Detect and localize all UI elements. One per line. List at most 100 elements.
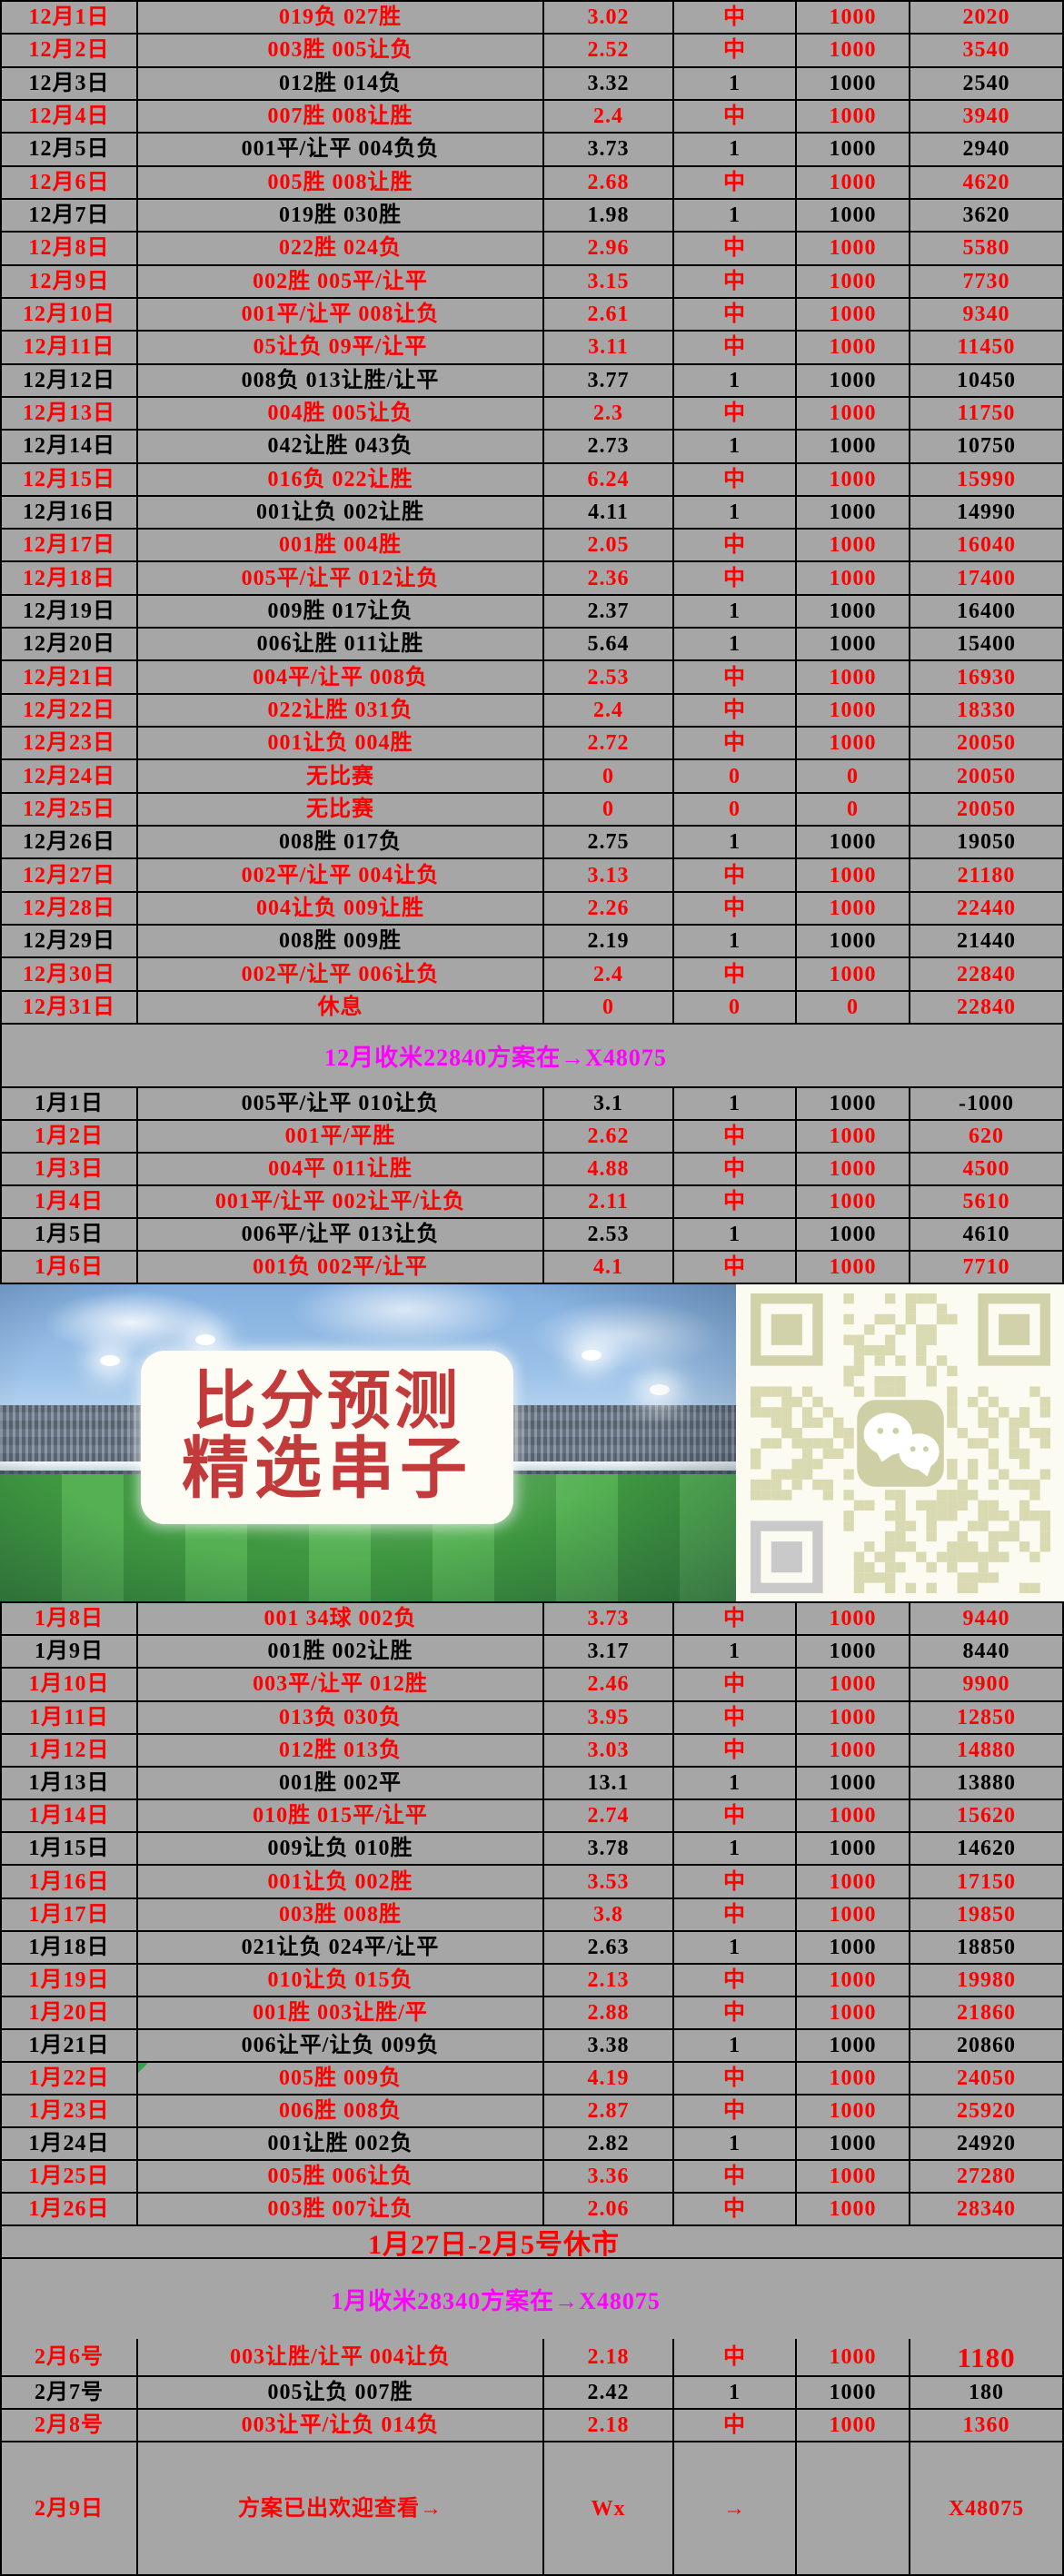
cell-odds: 0 [544, 991, 674, 1023]
cell-profit: 10450 [957, 368, 1016, 392]
cell-result: 1 [674, 1767, 797, 1799]
cell-picks: 009胜 017让负 [138, 595, 544, 628]
cell-stake: 1000 [797, 1965, 910, 1996]
cell-date: 1月24日 [2, 2128, 138, 2159]
table-row: 12月20日 006让胜 011让胜 5.64 1 1000 15400 [2, 629, 1062, 662]
cell-picks: 006让平/让负 009负 [138, 2030, 544, 2061]
cell-date: 1月14日 [2, 1800, 138, 1832]
cell-odds: 2.87 [544, 2095, 674, 2126]
cell-result: 中 [674, 233, 797, 264]
cell-profit: 16400 [957, 599, 1016, 623]
cell-date: 12月11日 [2, 332, 138, 363]
cell-profit: 20050 [957, 731, 1016, 756]
cell-picks: 001平/让平 004负负 [138, 134, 544, 165]
cell-odds: 2.11 [544, 1186, 674, 1217]
cell-picks: 003让平/让负 014负 [138, 2410, 544, 2441]
cell-picks: 004让负 009让胜 [138, 892, 544, 925]
cell-result: 1 [674, 199, 797, 232]
cell-picks: 005胜 009负 [138, 2063, 544, 2094]
cell-profit: 22840 [957, 962, 1016, 986]
cell-result: 中 [674, 166, 797, 198]
cell-profit: 16930 [957, 665, 1016, 689]
cell-odds: 2.42 [544, 2377, 674, 2408]
cell-profit: 16040 [957, 533, 1016, 558]
cell-date: 12月1日 [2, 2, 138, 34]
cell-date: 1月19日 [2, 1965, 138, 1996]
cell-picks: 012胜 014负 [138, 67, 544, 99]
cell-stake: 1000 [797, 2030, 910, 2061]
cell-profit: 15990 [957, 467, 1016, 491]
cell-profit: 25920 [957, 2099, 1016, 2123]
cell-result: 中 [674, 2410, 797, 2441]
cell-result: 中 [674, 562, 797, 594]
cell-stake: 1000 [797, 1186, 910, 1217]
cell-picks: 019胜 030胜 [138, 199, 544, 232]
table-row: 12月28日 004让负 009让胜 2.26 中 1000 22440 [2, 892, 1062, 926]
cell-stake: 0 [797, 991, 910, 1023]
cell-profit: 18850 [957, 1935, 1016, 1959]
table-row: 1月15日 009让负 010胜 3.78 1 1000 14620 [2, 1833, 1062, 1867]
cell-profit: 22440 [957, 896, 1016, 920]
cell-profit: 11750 [957, 401, 1016, 426]
cell-stake: 1000 [797, 496, 910, 529]
cell-picks: 005胜 008让胜 [138, 166, 544, 198]
cell-picks: 003让胜/让平 004让负 [138, 2339, 544, 2375]
cell-stake: 1000 [797, 233, 910, 264]
cell-result: 中 [674, 661, 797, 693]
cell-odds: 3.1 [544, 1088, 674, 1119]
cell-date: 1月9日 [2, 1636, 138, 1668]
cell-picks: 003胜 007让负 [138, 2194, 544, 2224]
cell-date: 12月15日 [2, 463, 138, 495]
cell-profit: 24050 [957, 2066, 1016, 2090]
cell-profit: 620 [969, 1125, 1004, 1148]
cell-profit: 180 [969, 2381, 1004, 2404]
table-row: 12月6日 005胜 008让胜 2.68 中 1000 4620 [2, 166, 1062, 200]
cell-date: 1月3日 [2, 1154, 138, 1184]
cell-date: 1月23日 [2, 2095, 138, 2126]
cell-result: 1 [674, 1833, 797, 1865]
cell-picks: 008负 013让胜/让平 [138, 364, 544, 396]
cell-picks: 009让负 010胜 [138, 1833, 544, 1865]
cell-profit: 27280 [957, 2165, 1016, 2188]
cell-date: 12月23日 [2, 728, 138, 759]
cell-result: 1 [674, 496, 797, 529]
cell-picks: 无比赛 [138, 793, 544, 826]
table-row: 12月11日 05让负 09平/让平 3.11 中 1000 11450 [2, 332, 1062, 365]
cell-picks: 001让胜 002负 [138, 2128, 544, 2159]
table-row: 1月26日 003胜 007让负 2.06 中 1000 28340 [2, 2194, 1062, 2226]
cell-profit: 14620 [957, 1837, 1016, 1861]
cell-profit: X48075 [948, 2496, 1025, 2521]
cell-picks: 013负 030负 [138, 1701, 544, 1733]
cell-date: 1月2日 [2, 1121, 138, 1152]
table-row: 1月2日 001平/平胜 2.62 中 1000 620 [2, 1121, 1062, 1154]
cell-date: 12月31日 [2, 991, 138, 1023]
cell-result: 1 [674, 364, 797, 396]
cell-odds: 2.4 [544, 958, 674, 990]
cell-profit: 17400 [957, 566, 1016, 590]
table-row: 1月8日 001 34球 002负 3.73 中 1000 9440 [2, 1603, 1062, 1637]
cell-picks: 001负 002平/让平 [138, 1252, 544, 1283]
cell-stake: 1000 [797, 1121, 910, 1152]
table-row: 12月17日 001胜 004胜 2.05 中 1000 16040 [2, 530, 1062, 563]
cell-stake: 1000 [797, 958, 910, 990]
cell-stake: 1000 [797, 1701, 910, 1733]
cell-picks: 001胜 004胜 [138, 530, 544, 561]
cell-odds: 2.46 [544, 1669, 674, 1700]
cell-stake: 1000 [797, 1154, 910, 1184]
cell-stake [797, 2442, 910, 2574]
table-row: 1月10日 003平/让平 012胜 2.46 中 1000 9900 [2, 1669, 1062, 1702]
cell-stake: 1000 [797, 2063, 910, 2094]
cell-profit: 18330 [957, 698, 1016, 722]
cell-result: 中 [674, 397, 797, 430]
cell-stake: 1000 [797, 728, 910, 759]
table-row: 12月3日 012胜 014负 3.32 1 1000 2540 [2, 67, 1062, 101]
cell-date: 12月12日 [2, 364, 138, 396]
cell-picks: 005平/让平 012让负 [138, 562, 544, 594]
cell-stake: 1000 [797, 2194, 910, 2224]
cell-picks: 010让负 015负 [138, 1965, 544, 1996]
cell-result: 中 [674, 298, 797, 331]
cell-stake: 1000 [797, 35, 910, 66]
cell-result: 中 [674, 1121, 797, 1152]
cell-profit: 21440 [957, 929, 1016, 954]
cell-picks: 001让负 002胜 [138, 1866, 544, 1897]
